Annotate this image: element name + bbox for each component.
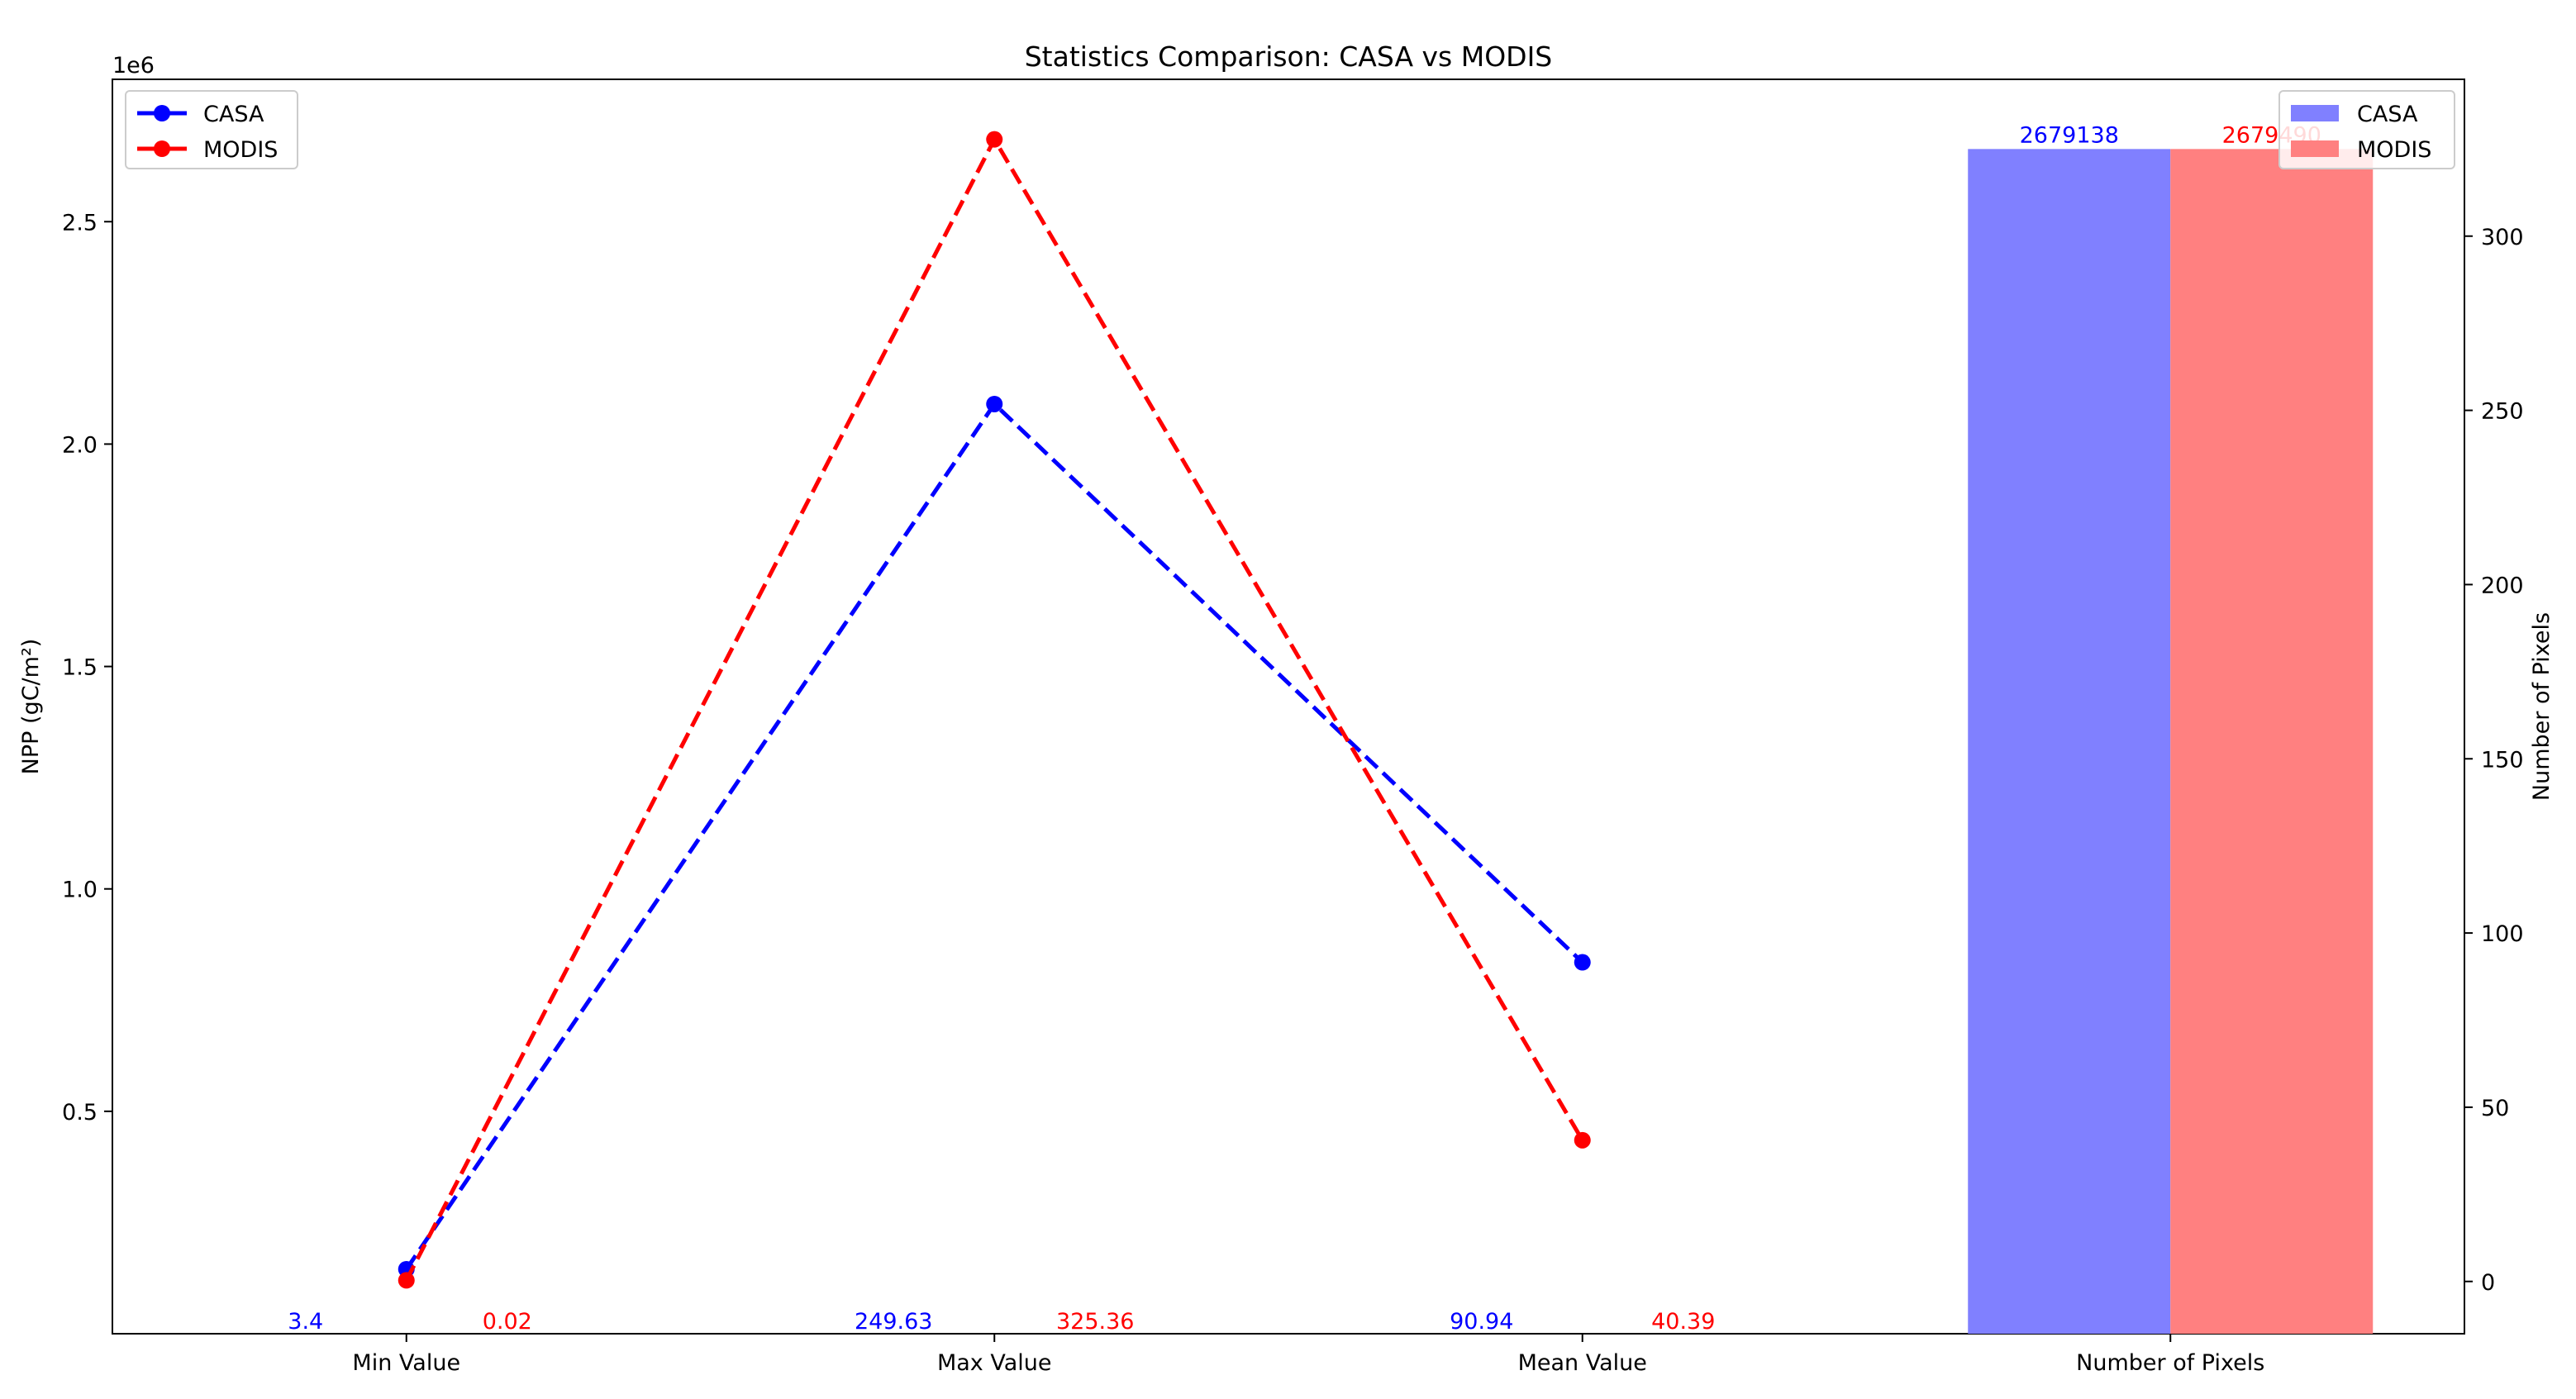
data-label-modis: 40.39 xyxy=(1651,1309,1715,1335)
right-axis-label: Number of Pixels xyxy=(2529,612,2555,801)
data-point-modis xyxy=(398,1272,415,1289)
legend-bar-swatch-casa xyxy=(2291,105,2339,121)
x-axis-tick-label: Mean Value xyxy=(1518,1350,1647,1376)
bar-modis xyxy=(2170,149,2374,1334)
right-axis-tick-label: 200 xyxy=(2481,573,2524,598)
legend-bar-label-modis: MODIS xyxy=(2357,137,2431,163)
series-line-modis xyxy=(404,135,1584,1282)
bar-label-casa: 2679138 xyxy=(2020,122,2119,148)
left-axis-scale-label: 1e6 xyxy=(112,53,155,79)
x-axis-tick-label: Number of Pixels xyxy=(2076,1350,2264,1376)
x-axis-tick-label: Min Value xyxy=(352,1350,460,1376)
left-axis-tick-label: 0.5 xyxy=(62,1100,98,1125)
legend-marker-modis xyxy=(154,140,170,157)
right-axis-tick-label: 0 xyxy=(2481,1270,2495,1296)
chart-title: Statistics Comparison: CASA vs MODIS xyxy=(1025,40,1553,73)
legend-marker-casa xyxy=(154,105,170,121)
data-label-modis: 325.36 xyxy=(1056,1309,1134,1335)
left-axis-tick-label: 2.5 xyxy=(62,210,98,236)
data-point-casa xyxy=(986,395,1003,412)
lines-layer xyxy=(398,131,1591,1289)
data-label-modis: 0.02 xyxy=(483,1309,532,1335)
right-axis-tick-label: 250 xyxy=(2481,399,2524,425)
legend-label-casa: CASA xyxy=(203,102,264,127)
x-axis-tick-label: Max Value xyxy=(937,1350,1052,1376)
data-point-modis xyxy=(986,131,1003,148)
right-axis-tick-label: 50 xyxy=(2481,1096,2509,1121)
plot-frame xyxy=(112,79,2465,1335)
data-label-casa: 3.4 xyxy=(288,1309,323,1335)
data-point-casa xyxy=(1574,954,1591,971)
data-point-modis xyxy=(1574,1131,1591,1149)
data-label-casa: 90.94 xyxy=(1450,1309,1513,1335)
legend-bar-swatch-modis xyxy=(2291,140,2339,157)
left-axis-tick-label: 2.0 xyxy=(62,432,98,458)
left-axis-tick-label: 1.0 xyxy=(62,878,98,903)
legend-bar-label-casa: CASA xyxy=(2357,102,2418,127)
legend-label-modis: MODIS xyxy=(203,137,278,163)
left-axis-label: NPP (gC/m²) xyxy=(18,639,44,775)
bar-casa xyxy=(1968,149,2171,1334)
right-axis-tick-label: 300 xyxy=(2481,225,2524,250)
right-axis-tick-label: 100 xyxy=(2481,921,2524,947)
left-axis-tick-label: 1.5 xyxy=(62,655,98,681)
bars-layer xyxy=(1968,149,2374,1334)
right-axis-tick-label: 150 xyxy=(2481,747,2524,773)
data-label-casa: 249.63 xyxy=(855,1309,932,1335)
axes-layer: Statistics Comparison: CASA vs MODIS 0.5 1… xyxy=(18,40,2555,1376)
legends-layer: CASA MODIS CASA MODIS xyxy=(125,90,2455,169)
